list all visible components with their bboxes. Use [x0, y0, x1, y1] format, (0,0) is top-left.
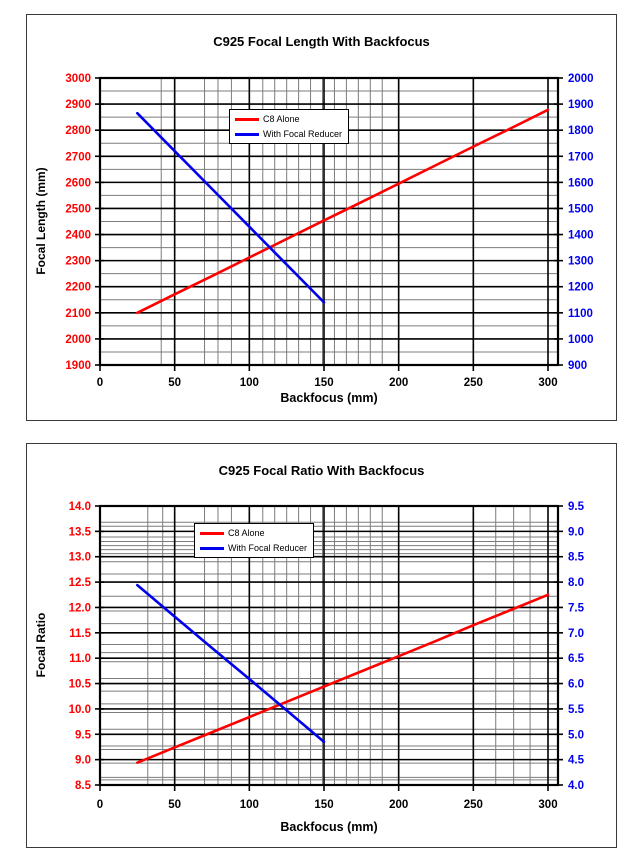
- left-tick-label: 11.0: [69, 653, 91, 665]
- left-tick-label: 11.5: [69, 628, 91, 640]
- left-tick-label: 13.5: [69, 526, 92, 538]
- x-tick-label: 200: [389, 377, 408, 389]
- x-tick-label: 0: [97, 799, 103, 811]
- x-tick-label: 150: [314, 799, 333, 811]
- left-tick-label: 2900: [65, 99, 91, 111]
- legend-item: C8 Alone: [200, 528, 307, 538]
- right-tick-label: 1500: [568, 203, 594, 215]
- x-tick-label: 250: [464, 799, 483, 811]
- right-tick-label: 1900: [568, 99, 594, 111]
- right-tick-label: 9.5: [568, 501, 585, 513]
- left-tick-label: 1900: [65, 360, 91, 372]
- right-tick-label: 7.0: [568, 628, 584, 640]
- x-tick-label: 200: [389, 799, 408, 811]
- left-tick-label: 2200: [65, 282, 91, 294]
- right-tick-label: 6.0: [568, 679, 584, 691]
- right-tick-label: 5.5: [568, 704, 585, 716]
- tick-labels: 3000290028002700260025002400230022002100…: [65, 73, 593, 389]
- x-tick-label: 100: [240, 799, 259, 811]
- x-tick-label: 150: [314, 377, 333, 389]
- x-tick-label: 250: [464, 377, 483, 389]
- right-tick-label: 1300: [568, 256, 594, 268]
- left-tick-label: 8.5: [75, 780, 92, 792]
- legend-item: With Focal Reducer: [235, 129, 342, 139]
- series-line-c8-alone: [136, 593, 550, 764]
- series-line-c8-alone: [136, 108, 550, 315]
- red-line-swatch-icon: [235, 117, 259, 121]
- left-tick-label: 2000: [65, 334, 91, 346]
- minor-gridlines: [100, 506, 558, 785]
- series-line-with-focal-reducer: [136, 583, 326, 744]
- x-tick-label: 0: [97, 377, 103, 389]
- chart-title: C925 Focal Ratio With Backfocus: [218, 463, 425, 478]
- right-tick-label: 8.5: [568, 552, 585, 564]
- left-tick-label: 2700: [65, 151, 91, 163]
- right-tick-label: 9.0: [568, 526, 584, 538]
- tick-marks: [95, 77, 563, 371]
- right-tick-label: 900: [568, 360, 587, 372]
- legend-label: C8 Alone: [263, 114, 300, 124]
- x-tick-label: 300: [538, 377, 557, 389]
- left-tick-label: 2500: [65, 203, 91, 215]
- right-tick-label: 4.0: [568, 780, 584, 792]
- left-tick-label: 2400: [65, 230, 91, 242]
- right-tick-label: 2000: [568, 73, 594, 85]
- legend: C8 Alone With Focal Reducer: [229, 109, 350, 144]
- left-tick-label: 9.0: [75, 755, 91, 767]
- left-tick-label: 9.5: [75, 729, 92, 741]
- blue-line-swatch-icon: [200, 546, 224, 550]
- major-gridlines: [99, 505, 558, 786]
- plot-frame: [98, 76, 560, 367]
- left-tick-label: 10.0: [69, 704, 91, 716]
- chart-title: C925 Focal Length With Backfocus: [213, 34, 430, 49]
- plot-frame: [98, 504, 560, 787]
- tick-labels: 14.0 13.5 13.0 12.5 12.0 11.5 11.0 10.5 10.0 9.5 9…: [69, 501, 585, 811]
- x-tick-label: 50: [168, 799, 181, 811]
- right-tick-label: 1800: [568, 125, 594, 137]
- x-tick-label: 100: [240, 377, 259, 389]
- left-tick-label: 2100: [65, 308, 91, 320]
- left-tick-label: 12.0: [69, 602, 91, 614]
- right-tick-label: 1700: [568, 151, 594, 163]
- left-tick-label: 2600: [65, 177, 91, 189]
- right-tick-label: 1100: [568, 308, 593, 320]
- series-line-with-focal-reducer: [136, 111, 326, 304]
- focal-length-plot: 3000290028002700260025002400230022002100…: [65, 73, 593, 389]
- right-tick-label: 1400: [568, 230, 594, 242]
- left-tick-label: 10.5: [69, 679, 92, 691]
- right-tick-label: 7.5: [568, 602, 585, 614]
- left-tick-label: 2300: [65, 256, 91, 268]
- tick-marks: [95, 505, 563, 791]
- left-tick-label: 13.0: [69, 552, 91, 564]
- focal-ratio-chart-panel: C925 Focal Ratio With Backfocus Focal Ra…: [26, 443, 617, 848]
- legend-item: C8 Alone: [235, 114, 342, 124]
- left-tick-label: 14.0: [69, 501, 91, 513]
- right-tick-label: 1600: [568, 177, 594, 189]
- legend-label: C8 Alone: [228, 528, 265, 538]
- focal-ratio-plot: 14.0 13.5 13.0 12.5 12.0 11.5 11.0 10.5 10.0 9.5 9…: [69, 501, 585, 811]
- focal-length-chart-panel: C925 Focal Length With Backfocus Focal L…: [26, 14, 617, 421]
- left-tick-label: 12.5: [69, 577, 92, 589]
- red-line-swatch-icon: [200, 531, 224, 535]
- blue-line-swatch-icon: [235, 132, 259, 136]
- legend: C8 Alone With Focal Reducer: [194, 523, 315, 558]
- right-tick-label: 8.0: [568, 577, 584, 589]
- right-tick-label: 1200: [568, 282, 594, 294]
- x-axis-title: Backfocus (mm): [280, 820, 378, 834]
- x-tick-label: 50: [168, 377, 181, 389]
- right-tick-label: 5.0: [568, 729, 584, 741]
- right-tick-label: 6.5: [568, 653, 585, 665]
- legend-item: With Focal Reducer: [200, 543, 307, 553]
- legend-label: With Focal Reducer: [263, 129, 343, 139]
- left-tick-label: 3000: [65, 73, 91, 85]
- legend-label: With Focal Reducer: [228, 543, 308, 553]
- left-tick-label: 2800: [65, 125, 91, 137]
- x-axis-title: Backfocus (mm): [280, 391, 378, 405]
- right-tick-label: 4.5: [568, 755, 585, 767]
- x-tick-label: 300: [538, 799, 557, 811]
- right-tick-label: 1000: [568, 334, 594, 346]
